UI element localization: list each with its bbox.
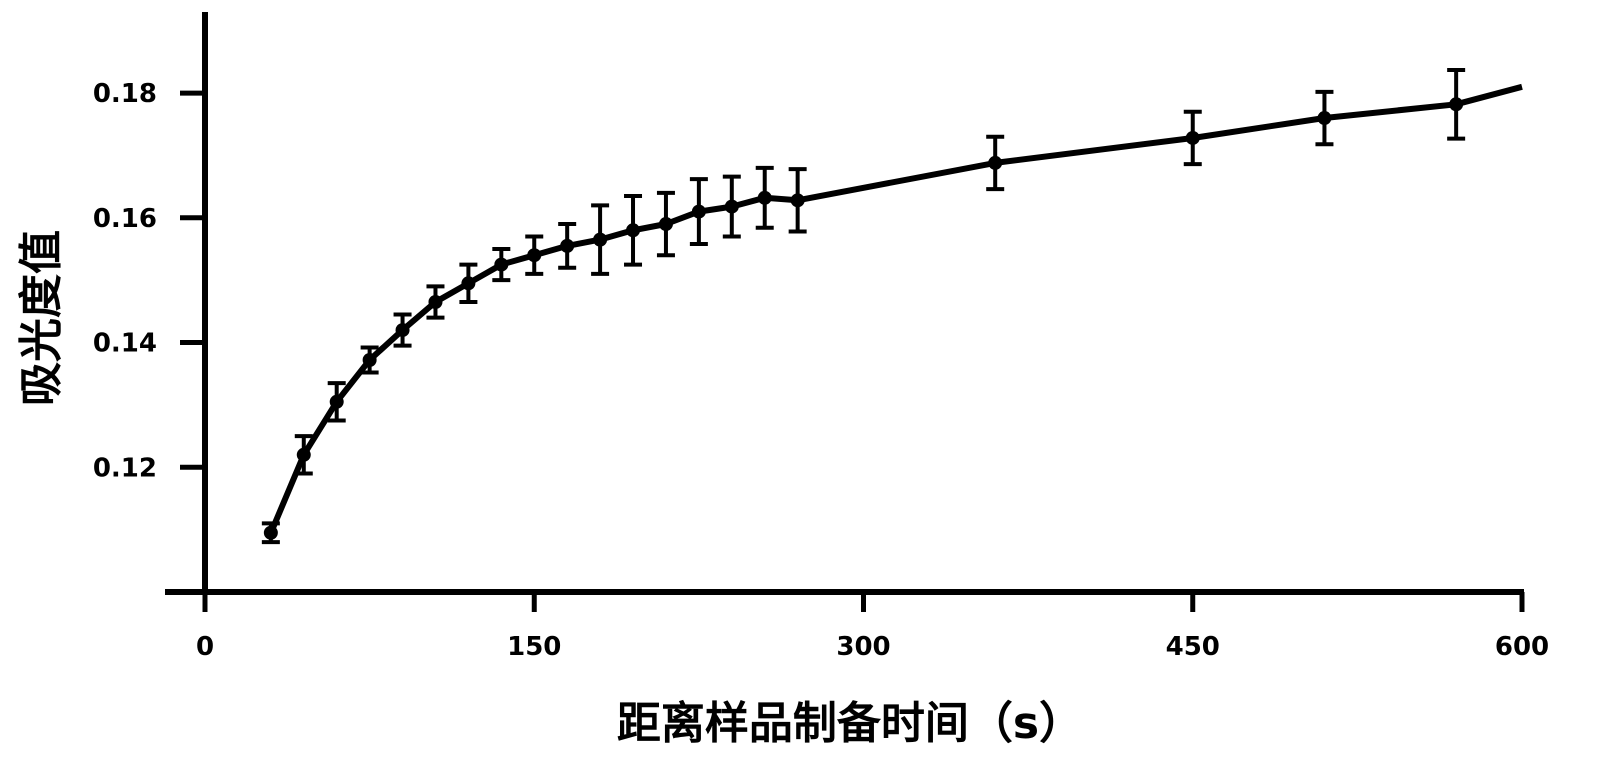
data-point (593, 233, 607, 247)
plot-area (262, 70, 1522, 542)
y-ticks: 0.12 0.14 0.16 0.18 (93, 79, 205, 483)
data-point (363, 353, 377, 367)
data-point (791, 193, 805, 207)
x-tick-label: 150 (507, 632, 561, 662)
x-tick-label: 600 (1495, 632, 1549, 662)
series-line (271, 87, 1522, 533)
y-axis-title: 吸光度值 (16, 230, 67, 406)
data-point (330, 395, 344, 409)
x-ticks: 0 150 300 450 600 (196, 592, 1549, 662)
x-tick-label: 450 (1166, 632, 1220, 662)
data-point (461, 276, 475, 290)
data-point (1449, 97, 1463, 111)
data-point (527, 248, 541, 262)
data-point (758, 191, 772, 205)
data-point (560, 239, 574, 253)
data-point (626, 223, 640, 237)
data-point (297, 448, 311, 462)
data-point (396, 323, 410, 337)
data-point (988, 156, 1002, 170)
data-point (1186, 131, 1200, 145)
data-point (494, 258, 508, 272)
x-tick-label: 0 (196, 632, 214, 662)
data-point (659, 217, 673, 231)
x-axis-title: 距离样品制备时间（s） (617, 698, 1083, 749)
data-point (264, 526, 278, 540)
y-tick-label: 0.14 (93, 329, 157, 359)
data-point (692, 205, 706, 219)
data-point (725, 200, 739, 214)
y-tick-label: 0.12 (93, 453, 157, 483)
data-point (1317, 111, 1331, 125)
x-tick-label: 300 (836, 632, 890, 662)
data-point (428, 295, 442, 309)
y-tick-label: 0.16 (93, 204, 157, 234)
y-tick-label: 0.18 (93, 79, 157, 109)
